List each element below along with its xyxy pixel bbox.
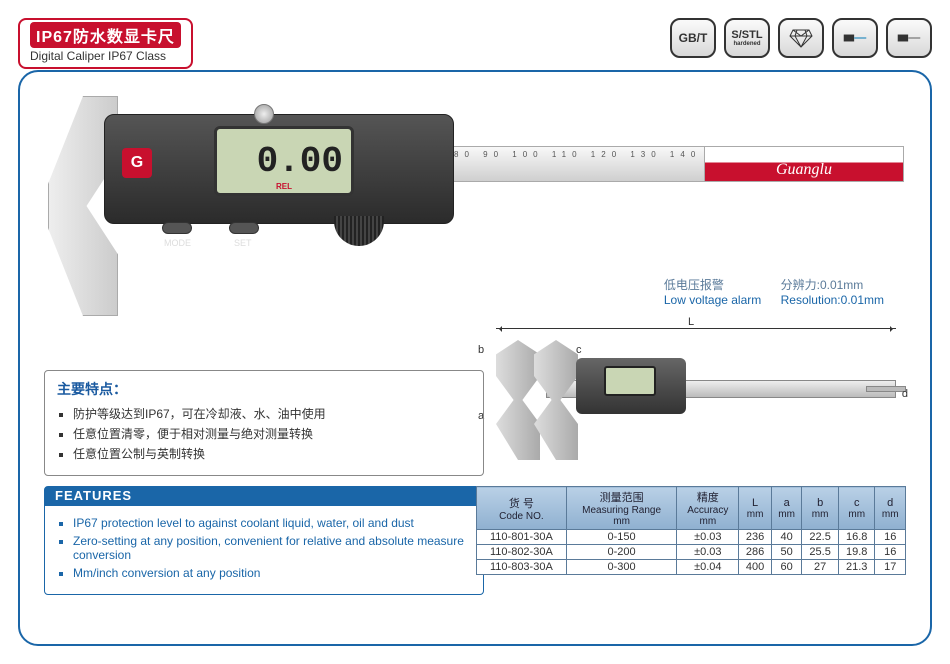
diagram-probe	[866, 386, 906, 392]
table-header-cell: 货 号Code NO.	[477, 487, 567, 530]
features-cn-heading: 主要特点：	[57, 379, 471, 399]
list-item: Mm/inch conversion at any position	[73, 566, 471, 580]
table-cell: 110-802-30A	[477, 545, 567, 560]
dim-label-c: c	[576, 344, 582, 356]
diagram-jaw1	[496, 340, 540, 460]
table-cell: 16.8	[838, 530, 875, 545]
gbt-icon: GB/T	[670, 18, 716, 58]
badge-text: G	[131, 154, 143, 172]
caliper-knob	[254, 104, 274, 124]
table-cell: 400	[739, 560, 772, 575]
icon-label: GB/T	[679, 31, 708, 45]
icon-sub: hardened	[733, 41, 760, 47]
table-cell: ±0.03	[677, 530, 739, 545]
features-en-list: IP67 protection level to against coolant…	[57, 516, 471, 580]
table-cell: ±0.04	[677, 560, 739, 575]
spec-table: 货 号Code NO.测量范围Measuring Rangemm精度Accura…	[476, 486, 906, 575]
table-cell: 25.5	[802, 545, 839, 560]
table-cell: 21.3	[838, 560, 875, 575]
table-cell: 19.8	[838, 545, 875, 560]
table-cell: 0-150	[566, 530, 677, 545]
title-en: Digital Caliper IP67 Class	[30, 49, 181, 63]
caliper-brand-strip: Guanglu	[704, 146, 904, 182]
diagram-lcd	[604, 366, 656, 396]
features-en-box: FEATURES IP67 protection level to agains…	[44, 486, 484, 595]
table-cell: 0-300	[566, 560, 677, 575]
table-header-cell: dmm	[875, 487, 906, 530]
dim-label-d: d	[902, 388, 908, 400]
main-frame: 80 90 100 110 120 130 140 150 mm Guanglu…	[18, 70, 932, 646]
table-header-cell: bmm	[802, 487, 839, 530]
dim-arrow-L	[496, 328, 896, 329]
table-header-cell: 精度Accuracymm	[677, 487, 739, 530]
icon-label: S/STL	[731, 29, 762, 41]
diamond-icon	[778, 18, 824, 58]
info-right: 低电压报警 Low voltage alarm 分辨力:0.01mm Resol…	[664, 276, 900, 307]
diagram-jaw2	[534, 340, 578, 460]
caliper-lcd: 0.00 REL	[214, 126, 354, 196]
table-row: 110-801-30A0-150±0.032364022.516.816	[477, 530, 906, 545]
low-volt-cn: 低电压报警	[664, 278, 724, 292]
table-cell: 16	[875, 545, 906, 560]
table-cell: 16	[875, 530, 906, 545]
features-cn-list: 防护等级达到IP67，可在冷却液、水、油中使用 任意位置清零，便于相对测量与绝对…	[57, 405, 471, 462]
set-label: SET	[234, 238, 252, 248]
probe2-icon	[886, 18, 932, 58]
res-cn: 分辨力:0.01mm	[781, 278, 864, 292]
table-cell: 22.5	[802, 530, 839, 545]
low-volt-en: Low voltage alarm	[664, 293, 761, 307]
sstl-icon: S/STLhardened	[724, 18, 770, 58]
icon-row: GB/T S/STLhardened	[670, 18, 932, 58]
table-cell: 17	[875, 560, 906, 575]
header: IP67防水数显卡尺 Digital Caliper IP67 Class GB…	[18, 18, 932, 66]
table-cell: ±0.03	[677, 545, 739, 560]
mode-label: MODE	[164, 238, 191, 248]
caliper-thumbwheel	[334, 216, 384, 246]
table-header-row: 货 号Code NO.测量范围Measuring Rangemm精度Accura…	[477, 487, 906, 530]
list-item: 任意位置公制与英制转换	[73, 445, 471, 462]
table-row: 110-803-30A0-300±0.04400602721.317	[477, 560, 906, 575]
table-cell: 110-801-30A	[477, 530, 567, 545]
brand-badge: G	[122, 148, 152, 178]
table-cell: 0-200	[566, 545, 677, 560]
table-header-cell: Lmm	[739, 487, 772, 530]
list-item: Zero-setting at any position, convenient…	[73, 534, 471, 562]
table-cell: 27	[802, 560, 839, 575]
probe1-icon	[832, 18, 878, 58]
set-button	[229, 222, 259, 234]
table-header-cell: cmm	[838, 487, 875, 530]
table-row: 110-802-30A0-200±0.032865025.519.816	[477, 545, 906, 560]
spec-table-head: 货 号Code NO.测量范围Measuring Rangemm精度Accura…	[477, 487, 906, 530]
table-cell: 110-803-30A	[477, 560, 567, 575]
list-item: IP67 protection level to against coolant…	[73, 516, 471, 530]
list-item: 任意位置清零，便于相对测量与绝对测量转换	[73, 425, 471, 442]
table-cell: 286	[739, 545, 772, 560]
table-cell: 50	[771, 545, 801, 560]
table-header-cell: 测量范围Measuring Rangemm	[566, 487, 677, 530]
table-cell: 236	[739, 530, 772, 545]
table-header-cell: amm	[771, 487, 801, 530]
dimension-diagram: L a b c d	[476, 310, 906, 470]
mode-button	[162, 222, 192, 234]
res-en: Resolution:0.01mm	[781, 293, 884, 307]
lcd-value: 0.00	[257, 141, 343, 182]
dim-label-L: L	[688, 316, 694, 328]
brand-text: Guanglu	[776, 161, 832, 179]
table-cell: 60	[771, 560, 801, 575]
caliper-photo: 80 90 100 110 120 130 140 150 mm Guanglu…	[34, 86, 914, 256]
title-badge: IP67防水数显卡尺 Digital Caliper IP67 Class	[18, 18, 193, 69]
spec-table-body: 110-801-30A0-150±0.032364022.516.816110-…	[477, 530, 906, 575]
dim-label-b: b	[478, 344, 484, 356]
table-cell: 40	[771, 530, 801, 545]
features-cn-box: 主要特点： 防护等级达到IP67，可在冷却液、水、油中使用 任意位置清零，便于相…	[44, 370, 484, 476]
lcd-rel: REL	[276, 182, 292, 191]
title-cn: IP67防水数显卡尺	[30, 22, 181, 48]
list-item: 防护等级达到IP67，可在冷却液、水、油中使用	[73, 405, 471, 422]
features-en-heading: FEATURES	[55, 488, 132, 503]
